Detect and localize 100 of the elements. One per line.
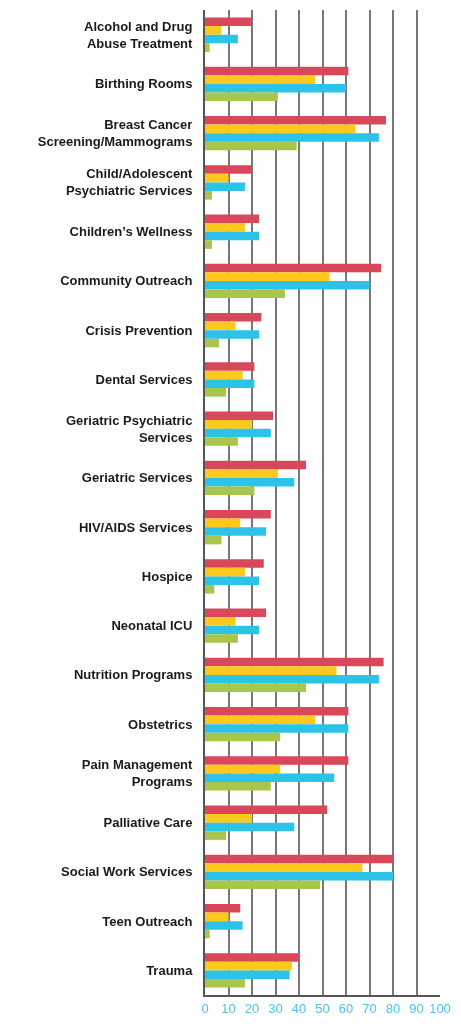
x-tick-label: 30 — [268, 1000, 283, 1016]
bar — [205, 756, 349, 765]
y-tick-label: Breast Cancer Screening/Mammograms — [37, 117, 193, 150]
y-tick-label: Social Work Services — [61, 864, 193, 880]
bar — [205, 576, 260, 585]
bar — [205, 17, 252, 27]
bar — [205, 420, 252, 429]
bar — [205, 173, 229, 183]
bar — [205, 338, 220, 348]
bar — [205, 608, 267, 618]
y-tick-label: Crisis Prevention — [85, 322, 193, 338]
bar — [205, 312, 262, 322]
bar — [205, 66, 349, 76]
bar — [205, 634, 238, 643]
bar — [205, 43, 210, 52]
bar — [205, 657, 384, 667]
bar — [205, 477, 295, 487]
bar — [205, 509, 271, 519]
bar — [205, 978, 245, 988]
bar — [205, 880, 321, 890]
bar — [205, 370, 243, 380]
bar — [205, 822, 295, 832]
bar — [205, 115, 386, 125]
bar — [205, 272, 330, 281]
bar — [205, 223, 245, 232]
x-tick-label: 80 — [385, 1000, 401, 1016]
bar — [205, 921, 243, 930]
y-tick-label: Geriatric Services — [81, 470, 193, 486]
bar — [205, 330, 260, 339]
y-tick-label: Neonatal ICU — [111, 618, 193, 634]
bar — [205, 559, 264, 568]
y-tick-label: Geriatric Psychiatric Services — [65, 412, 193, 445]
x-tick-label: 60 — [338, 1000, 354, 1016]
y-tick-label: Hospice — [141, 568, 193, 584]
y-tick-label: Palliative Care — [103, 815, 193, 831]
bar — [205, 182, 245, 191]
x-tick-label: 50 — [315, 1000, 330, 1016]
bar — [205, 379, 255, 388]
bar — [205, 26, 222, 35]
y-tick-label: Obstetrics — [128, 716, 193, 732]
bar — [205, 280, 370, 290]
bar — [205, 625, 260, 635]
bar — [205, 387, 227, 397]
bar — [205, 460, 307, 470]
bar — [205, 781, 271, 791]
bar — [205, 165, 252, 174]
bar — [205, 773, 335, 782]
bar — [205, 706, 349, 716]
bar — [205, 567, 245, 577]
bar — [205, 527, 267, 536]
y-tick-label: Dental Services — [95, 371, 193, 387]
bar — [205, 83, 346, 93]
bar — [205, 674, 379, 684]
bar — [205, 871, 393, 881]
bar — [205, 133, 379, 142]
bar — [205, 469, 278, 478]
bar — [205, 584, 215, 594]
bar — [205, 683, 307, 693]
x-tick-label: 100 — [429, 1000, 451, 1016]
bar — [205, 75, 316, 84]
x-tick-label: 20 — [244, 1000, 260, 1016]
x-tick-label: 40 — [291, 1000, 307, 1016]
bar — [205, 970, 290, 979]
x-tick-label: 90 — [409, 1000, 424, 1016]
bar — [205, 92, 278, 102]
y-tick-label: Pain Management Programs — [81, 757, 194, 790]
bar — [205, 240, 213, 249]
bar — [205, 617, 236, 626]
bar — [205, 724, 349, 733]
x-tick-label: 0 — [201, 1000, 209, 1016]
bar — [205, 764, 281, 774]
y-tick-label: Birthing Rooms — [94, 76, 193, 92]
bar — [205, 732, 281, 742]
y-tick-label: Trauma — [146, 962, 194, 978]
bar — [205, 214, 260, 224]
bar — [205, 929, 210, 939]
bar — [205, 263, 382, 273]
bar — [205, 715, 316, 725]
x-tick-label: 70 — [362, 1000, 377, 1016]
bar — [205, 961, 292, 971]
y-tick-label: Teen Outreach — [102, 913, 193, 929]
bar — [205, 831, 227, 840]
bar — [205, 805, 328, 815]
bar — [205, 518, 241, 528]
bar — [205, 912, 229, 922]
bar — [205, 321, 236, 331]
bar — [205, 124, 356, 134]
bar — [205, 141, 297, 151]
bar — [205, 34, 238, 44]
y-tick-label: Community Outreach — [60, 273, 193, 289]
y-tick-label: Children’s Wellness — [69, 224, 193, 240]
bar — [205, 231, 260, 241]
bar — [205, 428, 271, 438]
bar — [205, 535, 222, 545]
x-tick-label: 10 — [221, 1000, 236, 1016]
bar — [205, 854, 393, 864]
bar — [205, 863, 363, 872]
bar — [205, 903, 241, 913]
bar — [205, 190, 213, 200]
bar — [205, 362, 255, 371]
